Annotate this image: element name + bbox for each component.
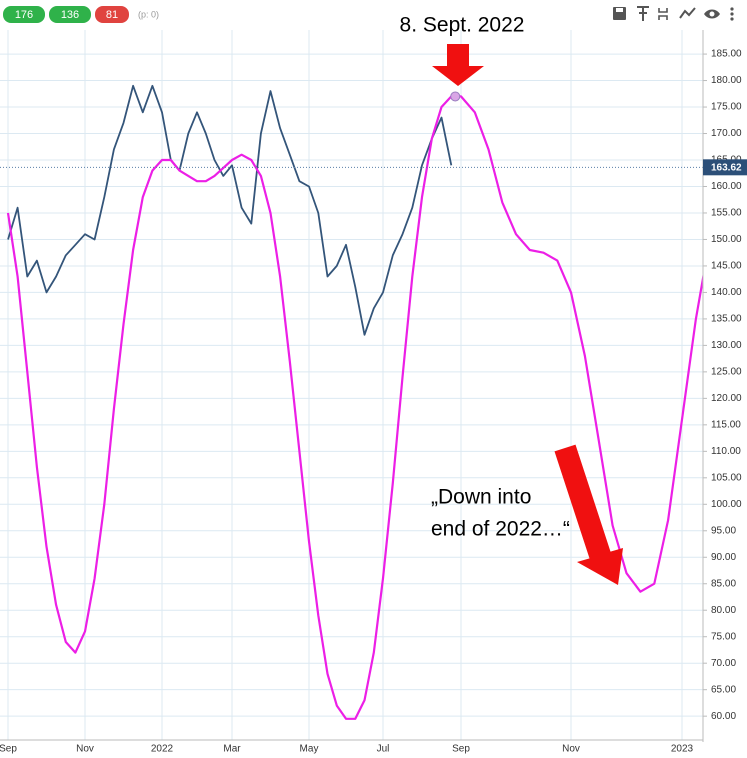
annotation: 8. Sept. 2022 <box>400 14 525 37</box>
cycle-line <box>6 95 703 720</box>
y-tick-label: 175.00 <box>711 102 742 113</box>
y-tick-label: 115.00 <box>711 419 741 430</box>
p-label: (p: 0) <box>138 9 159 19</box>
x-tick-label: Sep <box>0 744 17 755</box>
y-tick-label: 180.00 <box>711 75 742 86</box>
menu-dot[interactable] <box>730 7 734 11</box>
badge[interactable] <box>49 6 91 23</box>
badge[interactable] <box>95 6 129 23</box>
annotation: „Down into <box>431 486 531 509</box>
pin-icon[interactable] <box>637 6 649 21</box>
x-tick-label: May <box>300 744 319 755</box>
badge[interactable] <box>3 6 45 23</box>
y-tick-label: 130.00 <box>711 340 742 351</box>
x-tick-label: Nov <box>76 744 94 755</box>
x-tick-label: 2022 <box>151 744 174 755</box>
y-tick-label: 140.00 <box>711 287 742 298</box>
badge-text: 136 <box>61 9 79 21</box>
price-line <box>7 84 453 336</box>
y-tick-label: 125.00 <box>711 367 742 378</box>
y-tick-label: 105.00 <box>711 472 742 483</box>
x-tick-label: Jul <box>377 744 390 755</box>
x-tick-label: 2023 <box>671 744 694 755</box>
collapse-icon[interactable] <box>658 8 668 20</box>
menu-dot <box>730 12 734 16</box>
y-tick-label: 145.00 <box>711 261 742 272</box>
y-tick-label: 85.00 <box>711 578 736 589</box>
y-tick-label: 65.00 <box>711 684 736 695</box>
y-tick-label: 80.00 <box>711 605 736 616</box>
y-tick-label: 95.00 <box>711 525 736 536</box>
annotation: end of 2022…“ <box>431 518 570 541</box>
y-tick-label: 160.00 <box>711 181 742 192</box>
y-tick-label: 185.00 <box>711 49 742 60</box>
y-tick-label: 155.00 <box>711 208 742 219</box>
x-tick-label: Mar <box>223 744 241 755</box>
peak-marker <box>450 91 461 102</box>
y-tick-label: 120.00 <box>711 393 742 404</box>
badge-text: 176 <box>15 9 33 21</box>
menu-dot <box>730 17 734 21</box>
y-tick-label: 150.00 <box>711 234 742 245</box>
y-tick-label: 60.00 <box>711 711 736 722</box>
arrow <box>554 444 623 585</box>
y-tick-label: 70.00 <box>711 658 736 669</box>
last-price-label: 163.62 <box>711 162 742 173</box>
x-tick-label: Sep <box>452 744 470 755</box>
y-tick-label: 100.00 <box>711 499 742 510</box>
toolbar-icons[interactable] <box>613 6 734 21</box>
save-icon-part <box>616 8 623 12</box>
arrow <box>432 44 484 86</box>
y-tick-label: 170.00 <box>711 128 742 139</box>
eye-pupil <box>709 11 715 17</box>
chart-icon[interactable] <box>679 7 696 19</box>
last-price-box <box>703 159 747 176</box>
y-tick-label: 90.00 <box>711 552 736 563</box>
badge-text: 81 <box>106 9 118 21</box>
y-tick-label: 135.00 <box>711 314 742 325</box>
x-tick-label: Nov <box>562 744 580 755</box>
y-tick-label: 110.00 <box>711 446 741 457</box>
y-tick-label: 75.00 <box>711 631 736 642</box>
